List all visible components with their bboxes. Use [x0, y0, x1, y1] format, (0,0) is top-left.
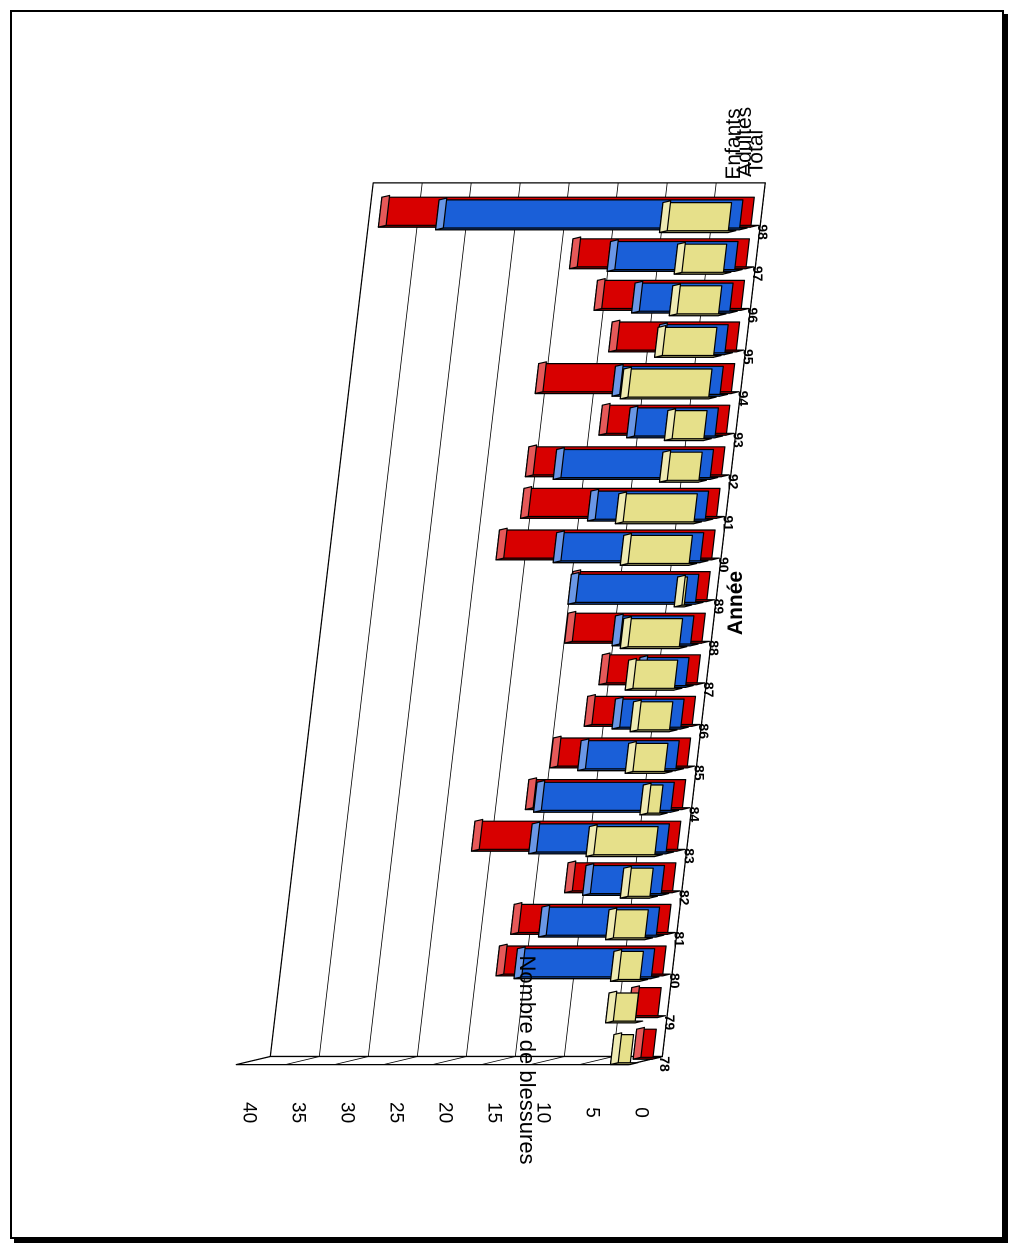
x-tick-label: 96: [745, 307, 761, 323]
y-tick-label: 15: [483, 1102, 504, 1123]
x-tick-label: 98: [755, 224, 771, 240]
x-tick-label: 84: [686, 807, 702, 823]
bar-enfants-78: [609, 1032, 639, 1066]
y-tick-label: 25: [385, 1102, 406, 1123]
x-tick-label: 91: [721, 515, 737, 531]
x-tick-label: 92: [726, 474, 742, 490]
bar-enfants-81: [604, 907, 654, 941]
x-tick-label: 90: [716, 557, 732, 573]
series-label-adultes: Adultes: [733, 107, 756, 177]
bar-enfants-88: [619, 616, 688, 650]
gridline: [334, 182, 472, 1065]
bar-enfants-84: [639, 782, 668, 816]
x-tick-label: 78: [657, 1056, 673, 1072]
y-tick-label: 35: [287, 1102, 308, 1123]
bar-enfants-86: [629, 699, 678, 733]
y-axis-title: Nombre de blessures: [515, 955, 540, 1164]
bar-enfants-92: [658, 449, 708, 483]
y-tick-label: 0: [630, 1107, 651, 1118]
bar-enfants-82: [619, 865, 659, 899]
x-tick-label: 95: [740, 349, 756, 365]
x-tick-label: 89: [711, 599, 727, 615]
x-tick-label: 85: [691, 765, 707, 781]
x-tick-label: 94: [735, 391, 751, 407]
bar-enfants-95: [653, 325, 722, 358]
bar-enfants-96: [668, 283, 727, 317]
y-tick-label: 5: [581, 1107, 602, 1118]
x-tick-label: 82: [677, 890, 693, 906]
bar-enfants-79: [604, 990, 644, 1024]
gridline: [236, 182, 374, 1065]
bar-enfants-91: [614, 491, 703, 525]
x-tick-label: 86: [696, 723, 712, 739]
bar-enfants-98: [658, 200, 737, 234]
y-tick-label: 20: [434, 1102, 455, 1123]
x-tick-label: 81: [672, 931, 688, 947]
gridline: [285, 182, 423, 1065]
bar-adultes-89: [567, 571, 704, 605]
bar-enfants-85: [624, 740, 673, 774]
x-tick-label: 79: [662, 1015, 678, 1031]
x-tick-label: 87: [701, 682, 717, 698]
series-label-total: Total: [745, 130, 768, 174]
x-tick-label: 88: [706, 640, 722, 656]
bar-enfants-93: [663, 408, 712, 442]
series-label-enfants: Enfants: [722, 108, 745, 179]
bar-enfants-97: [673, 241, 732, 275]
x-tick-label: 83: [682, 848, 698, 864]
x-tick-label: 97: [750, 266, 766, 282]
bar-enfants-90: [619, 532, 698, 566]
x-axis-title: Année: [724, 571, 747, 635]
gridline: [628, 182, 766, 1065]
bar-enfants-80: [609, 948, 649, 982]
bar-enfants-94: [619, 366, 717, 400]
x-tick-label: 80: [667, 973, 683, 989]
bar-total-78: [632, 1026, 662, 1060]
x-tick-label: 93: [731, 432, 747, 448]
y-tick-label: 10: [532, 1102, 553, 1123]
y-tick-label: 40: [238, 1102, 259, 1123]
gridline: [383, 182, 521, 1065]
y-tick-label: 30: [336, 1102, 357, 1123]
bar-enfants-87: [624, 657, 683, 691]
bar-enfants-89: [673, 574, 693, 608]
bar-enfants-83: [585, 824, 663, 858]
